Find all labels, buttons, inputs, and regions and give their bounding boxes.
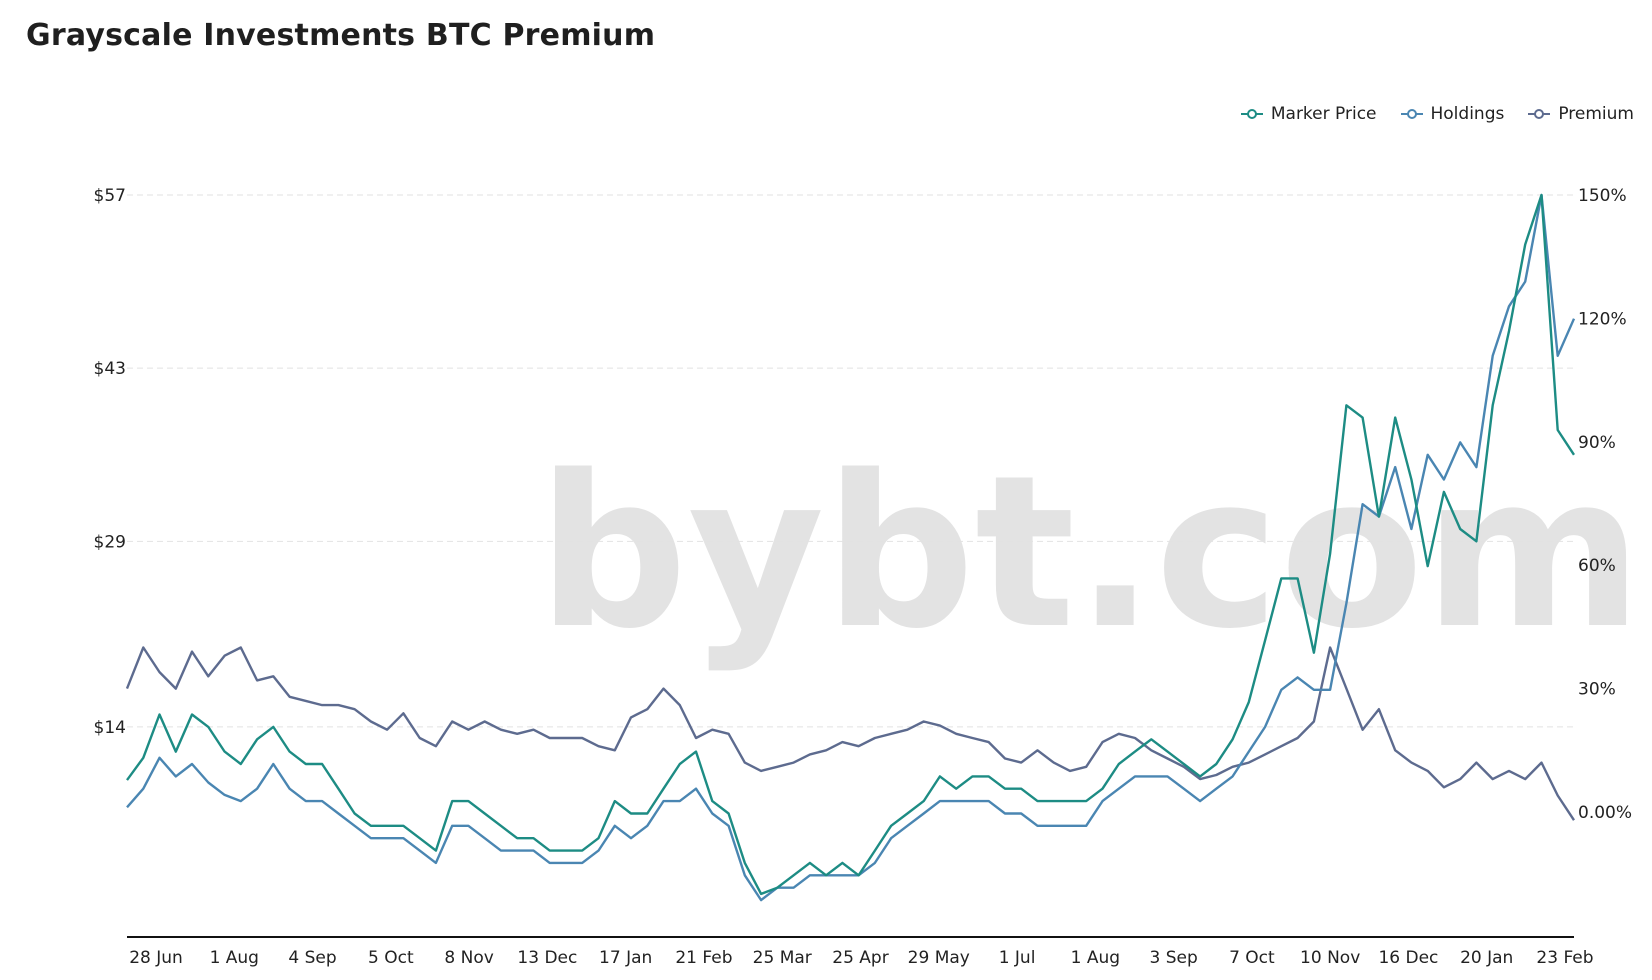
x-axis: 28 Jun 1 Aug 4 Sep 5 Oct 8 Nov 13 Dec 17 Jan 21… [129,948,1593,968]
y-right-tick-label: 150% [1578,186,1627,206]
x-tick-label: 5 Oct [368,948,414,968]
y-left-tick-label: $14 [94,718,126,738]
y-right-tick-label: 30% [1578,680,1616,700]
y-right-tick-label: 0.00% [1578,803,1632,823]
x-tick-label: 13 Dec [517,948,577,968]
y-right-tick-label: 90% [1578,433,1616,453]
x-tick-label: 1 Jul [999,948,1036,968]
x-tick-label: 25 Apr [832,948,888,968]
x-tick-label: 28 Jun [129,948,183,968]
x-tick-label: 1 Aug [1071,948,1120,968]
x-tick-label: 3 Sep [1149,948,1197,968]
y-left-tick-label: $29 [94,532,126,552]
x-tick-label: 25 Mar [753,948,812,968]
x-tick-label: 4 Sep [288,948,336,968]
x-tick-label: 21 Feb [675,948,732,968]
x-tick-label: 20 Jan [1460,948,1513,968]
y-right-tick-label: 120% [1578,309,1627,329]
x-tick-label: 29 May [908,948,970,968]
chart-plot-area: bybt.com $14$29$43$57 0.00%30%60%90%120%… [0,0,1652,980]
x-tick-label: 17 Jan [599,948,652,968]
y-right-tick-label: 60% [1578,556,1616,576]
x-tick-label: 23 Feb [1536,948,1593,968]
x-tick-label: 16 Dec [1378,948,1438,968]
x-tick-label: 8 Nov [444,948,493,968]
x-tick-label: 10 Nov [1300,948,1360,968]
y-left-tick-label: $43 [94,359,126,379]
x-tick-label: 7 Oct [1229,948,1275,968]
y-left-tick-label: $57 [94,186,126,206]
y-axis-left: $14 $29 $43 $57 [94,186,126,738]
x-tick-label: 1 Aug [210,948,259,968]
